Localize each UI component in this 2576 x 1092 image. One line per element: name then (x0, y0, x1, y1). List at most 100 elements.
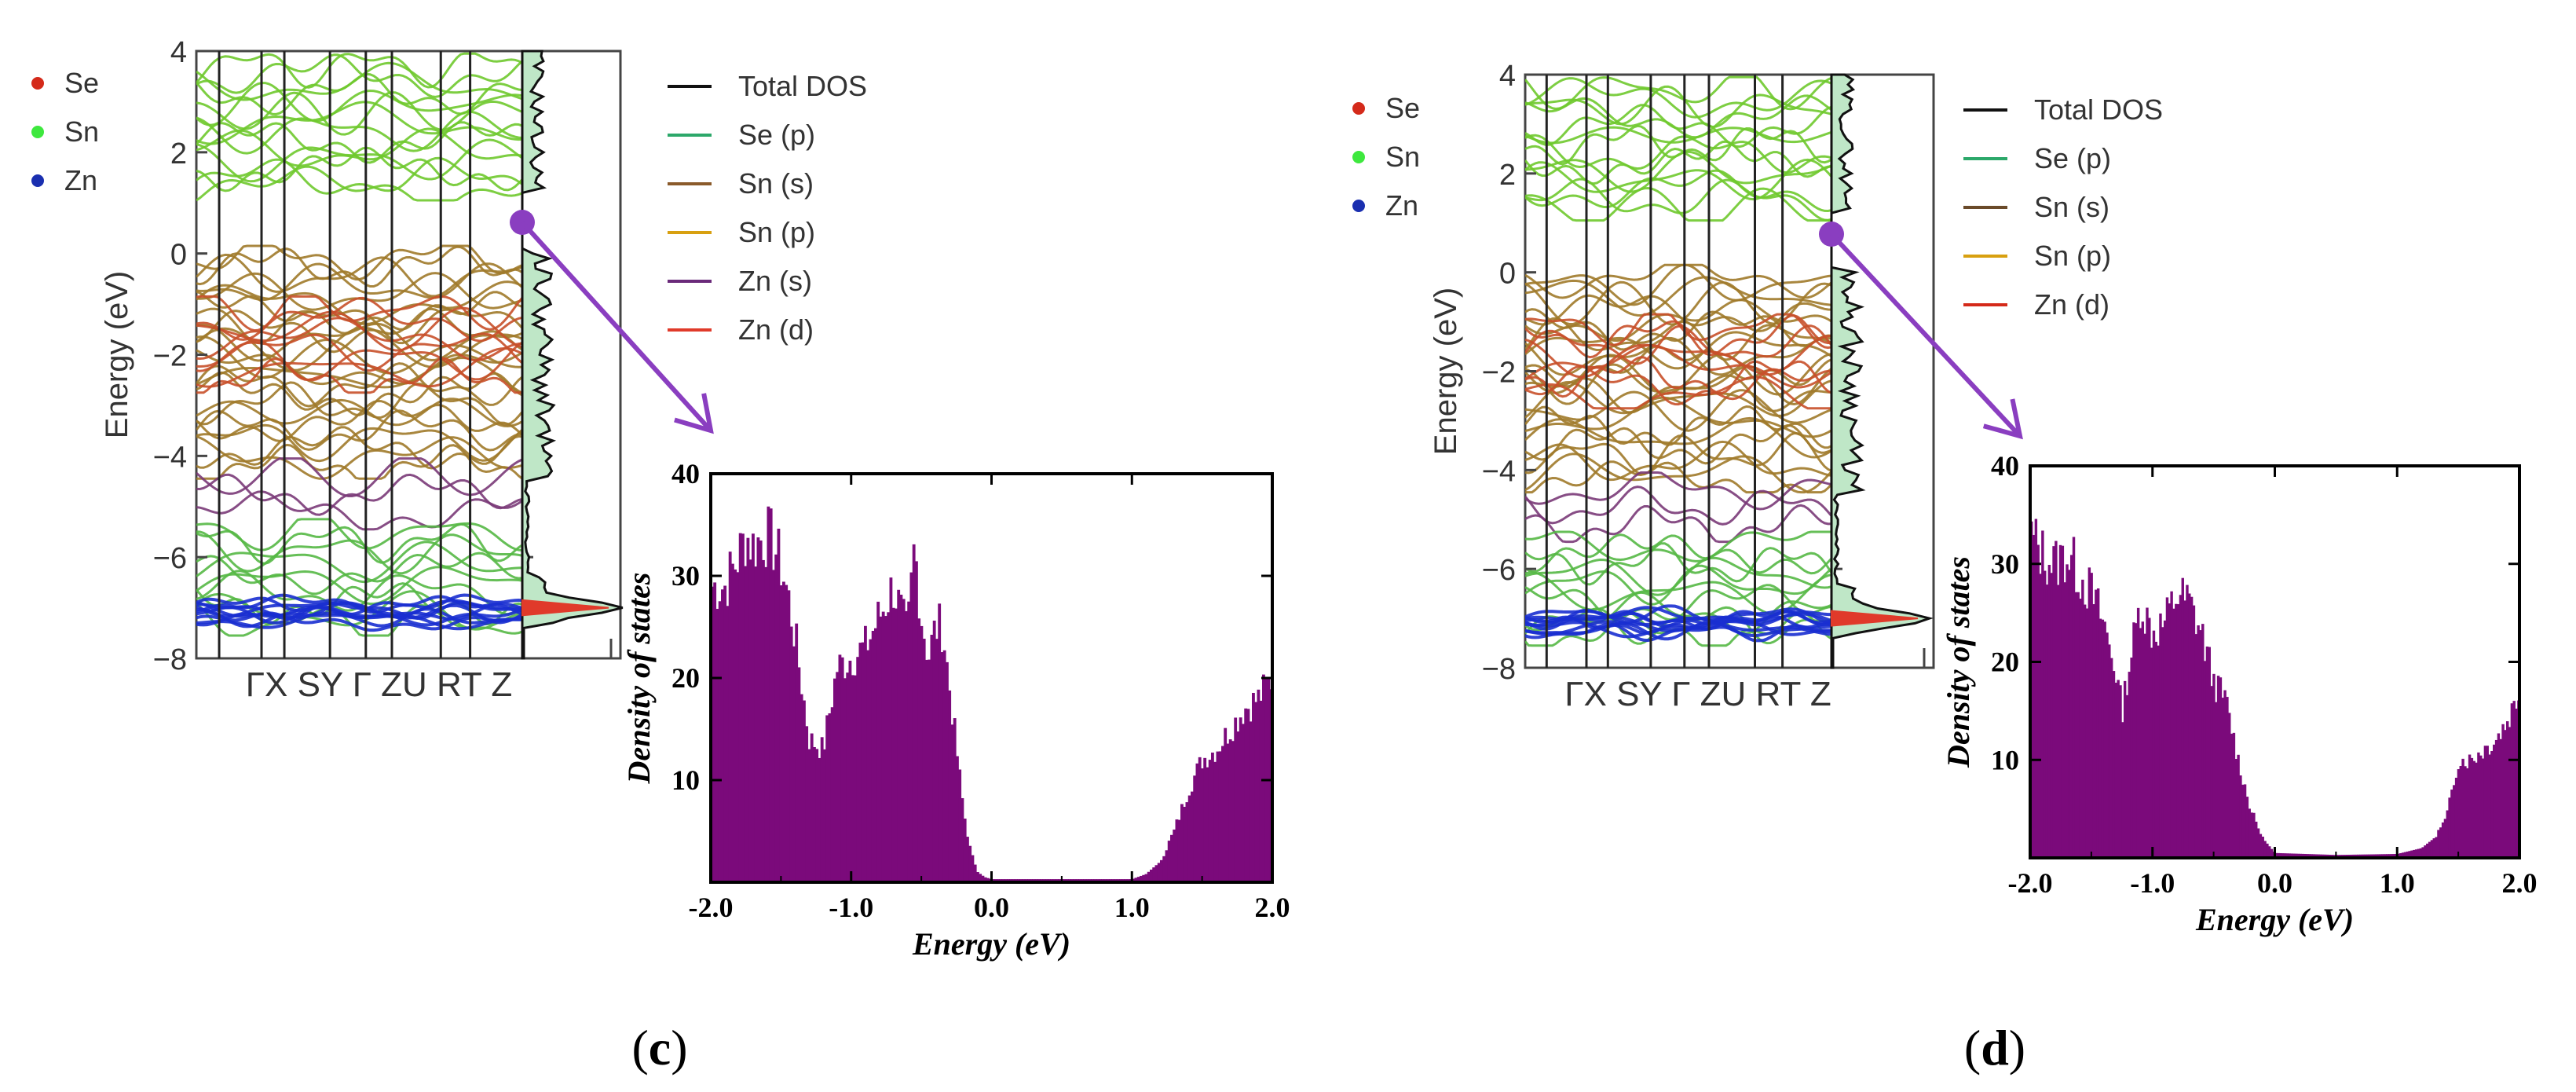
band-line (196, 435, 522, 480)
y-axis-title: Energy (eV) (1429, 288, 1463, 455)
inset-y-tick-label: 20 (1991, 647, 2019, 678)
dos-bar (2201, 624, 2205, 858)
dos-bar (2098, 618, 2102, 858)
dos-bar (2464, 766, 2467, 858)
dos-bar (2459, 765, 2462, 858)
inset-x-tick-label: -2.0 (2008, 867, 2053, 899)
pdos-legend: Total DOS Se (p) Sn (s) Sn (p) Zn (s) Zn (d) (668, 70, 867, 346)
dos-bar (2245, 797, 2249, 858)
dos-bar (759, 541, 763, 882)
dos-bar (2077, 592, 2080, 858)
dos-bar (1134, 878, 1138, 882)
band-line (196, 53, 522, 98)
legend-label: Zn (d) (738, 313, 814, 346)
dos-bar (938, 603, 942, 882)
dos-bar (2468, 754, 2472, 858)
band-line (1525, 178, 1831, 222)
dos-bar (823, 749, 826, 882)
atom-legend-marker (31, 126, 44, 138)
band-line (1525, 158, 1831, 201)
legend-label: Zn (d) (2034, 288, 2109, 321)
dos-bar (2466, 768, 2469, 858)
atom-legend-marker (31, 174, 44, 187)
dos-bar (2312, 854, 2316, 858)
dos-bar (2041, 530, 2044, 858)
dos-bar (2355, 854, 2358, 858)
dos-bar (1132, 878, 1136, 882)
dos-bar (764, 566, 768, 882)
dos-bar (2299, 853, 2303, 858)
legend-label: Total DOS (738, 70, 867, 102)
dos-bar (2370, 854, 2373, 858)
dos-bar (2052, 546, 2055, 858)
dos-bar (2190, 596, 2194, 858)
dos-bar (2203, 661, 2207, 858)
dos-bars (711, 506, 1273, 882)
dos-bar (2294, 853, 2298, 858)
dos-bar (2441, 822, 2445, 858)
dos-bar (830, 707, 834, 882)
dos-bar (2421, 847, 2424, 858)
dos-bar (2255, 821, 2258, 858)
dos-bar (2034, 519, 2038, 858)
dos-bar (772, 570, 775, 882)
dos-bar (1173, 829, 1176, 882)
dos-bar (795, 623, 799, 882)
dos-bar (2186, 584, 2189, 858)
dos-bar (2488, 754, 2491, 858)
inset-y-tick-label: 40 (671, 458, 700, 489)
dos-bar (874, 628, 877, 882)
dos-bar (2435, 837, 2438, 858)
band-line (196, 253, 522, 298)
dos-bar (2047, 565, 2051, 858)
legend-label: Se (p) (2034, 142, 2111, 174)
dos-bar (2212, 673, 2216, 858)
band-line (196, 599, 522, 619)
inset-y-tick-label: 10 (1991, 744, 2019, 775)
dos-bar (1198, 757, 1202, 882)
zoom-arrow (1819, 222, 2023, 440)
dos-bar (782, 581, 785, 882)
dos-bar (2368, 854, 2371, 858)
dos-bar (2437, 830, 2440, 858)
dos-bar (2388, 854, 2391, 858)
dos-bar (935, 639, 939, 882)
inset-y-axis-title: Density of states (1941, 556, 1976, 768)
band-line (1525, 471, 1831, 511)
dos-bar (966, 837, 969, 882)
band-structure-plot: 4 2 0 −2 −4 −6 −8 Energy (eV) ΓX SY Γ ZU RT Z (1429, 60, 1935, 713)
dos-bar (2139, 628, 2142, 858)
side-dos-zn-d-peak (521, 599, 609, 617)
dos-bar (1150, 869, 1153, 882)
dos-bar (2268, 846, 2271, 858)
dos-bar (1236, 731, 1240, 882)
dos-bar (828, 713, 832, 882)
dos-bar (2501, 724, 2505, 858)
dos-bar (2197, 625, 2200, 858)
dos-bar (2068, 570, 2071, 858)
dos-bar (905, 610, 908, 882)
inset-x-tick-label: 1.0 (2380, 867, 2415, 899)
dos-bar (2457, 769, 2461, 858)
band-line (1525, 620, 1831, 641)
dos-bar (2317, 854, 2320, 858)
dos-bar (2045, 584, 2049, 858)
band-line (196, 457, 522, 497)
dos-bar (2417, 848, 2420, 858)
dos-bar (2283, 853, 2287, 858)
side-dos-zn-d-peak (1831, 610, 1919, 627)
band-line (196, 473, 522, 516)
dos-bar (958, 769, 962, 882)
dos-bar (779, 585, 783, 882)
dos-bar (2152, 630, 2156, 858)
dos-bar (2261, 836, 2264, 858)
dos-bar (942, 650, 946, 882)
band-line (1525, 486, 1831, 526)
dos-bar (2250, 812, 2253, 858)
dos-bar (2172, 608, 2175, 858)
dos-bar (2446, 810, 2449, 858)
dos-bar (2219, 677, 2223, 858)
dos-bar (2490, 751, 2494, 858)
dos-bar (713, 582, 717, 882)
dos-bar (953, 718, 957, 882)
